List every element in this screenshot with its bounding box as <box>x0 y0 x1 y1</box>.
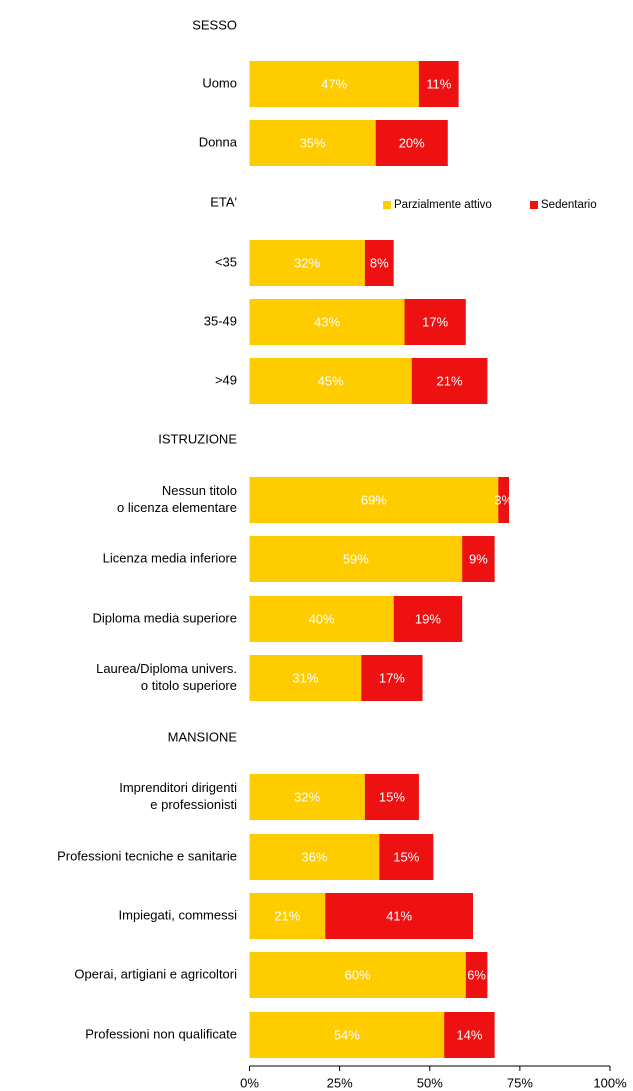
data-label: 59% <box>343 551 369 566</box>
category-label: Professioni tecniche e sanitarie <box>57 848 237 863</box>
category-label: o licenza elementare <box>117 500 237 515</box>
category-label: Licenza media inferiore <box>103 550 237 565</box>
data-label: 3% <box>494 492 513 507</box>
data-label: 36% <box>301 849 327 864</box>
data-label: 43% <box>314 314 340 329</box>
data-label: 20% <box>399 135 425 150</box>
x-tick-label: 100% <box>593 1075 627 1090</box>
data-label: 69% <box>361 492 387 507</box>
category-label: Professioni non qualificate <box>85 1026 237 1041</box>
x-tick-label: 75% <box>507 1075 533 1090</box>
data-label: 40% <box>309 611 335 626</box>
data-label: 32% <box>294 255 320 270</box>
category-label: Imprenditori dirigenti <box>119 780 237 795</box>
category-label: Laurea/Diploma univers. <box>96 661 237 676</box>
category-label: Donna <box>199 134 238 149</box>
group-header: ETA' <box>210 194 237 209</box>
x-axis: 0% 25% 50% 75% 100% <box>240 1066 627 1090</box>
category-label: Operai, artigiani e agricoltori <box>74 966 237 981</box>
legend-label: Parzialmente attivo <box>394 199 492 211</box>
data-label: 35% <box>300 135 326 150</box>
data-label: 9% <box>469 551 488 566</box>
data-label: 31% <box>292 670 318 685</box>
data-label: 6% <box>467 967 486 982</box>
data-label: 47% <box>321 76 347 91</box>
data-label: 15% <box>393 849 419 864</box>
data-label: 8% <box>370 255 389 270</box>
data-label: 60% <box>345 967 371 982</box>
category-label: Uomo <box>202 75 237 90</box>
category-label: 35-49 <box>204 313 237 328</box>
category-label: >49 <box>215 372 237 387</box>
group-header: SESSO <box>192 17 237 32</box>
data-label: 11% <box>426 76 451 91</box>
category-labels: Uomo Donna <35 35-49 >49 Nessun titolo o licen… <box>57 75 238 1041</box>
legend-label: Sedentario <box>541 199 597 211</box>
legend: Parzialmente attivo Sedentario <box>383 199 597 211</box>
category-label: Nessun titolo <box>162 483 237 498</box>
category-label: <35 <box>215 254 237 269</box>
data-label: 17% <box>379 670 405 685</box>
category-label: o titolo superiore <box>141 678 237 693</box>
group-header: ISTRUZIONE <box>158 431 237 446</box>
data-label: 21% <box>274 908 300 923</box>
data-label: 21% <box>437 373 463 388</box>
legend-swatch <box>530 201 538 209</box>
data-label: 15% <box>379 789 405 804</box>
category-label: e professionisti <box>150 797 237 812</box>
category-label: Impiegati, commessi <box>119 907 238 922</box>
category-label: Diploma media superiore <box>92 610 237 625</box>
data-label: 17% <box>422 314 448 329</box>
data-label: 19% <box>415 611 441 626</box>
x-tick-label: 50% <box>417 1075 443 1090</box>
data-label: 14% <box>456 1027 482 1042</box>
x-tick-label: 0% <box>240 1075 259 1090</box>
legend-swatch <box>383 201 391 209</box>
data-label: 54% <box>334 1027 360 1042</box>
data-label: 41% <box>386 908 412 923</box>
data-label: 32% <box>294 789 320 804</box>
group-header: MANSIONE <box>168 729 238 744</box>
x-tick-label: 25% <box>327 1075 353 1090</box>
data-label: 45% <box>318 373 344 388</box>
